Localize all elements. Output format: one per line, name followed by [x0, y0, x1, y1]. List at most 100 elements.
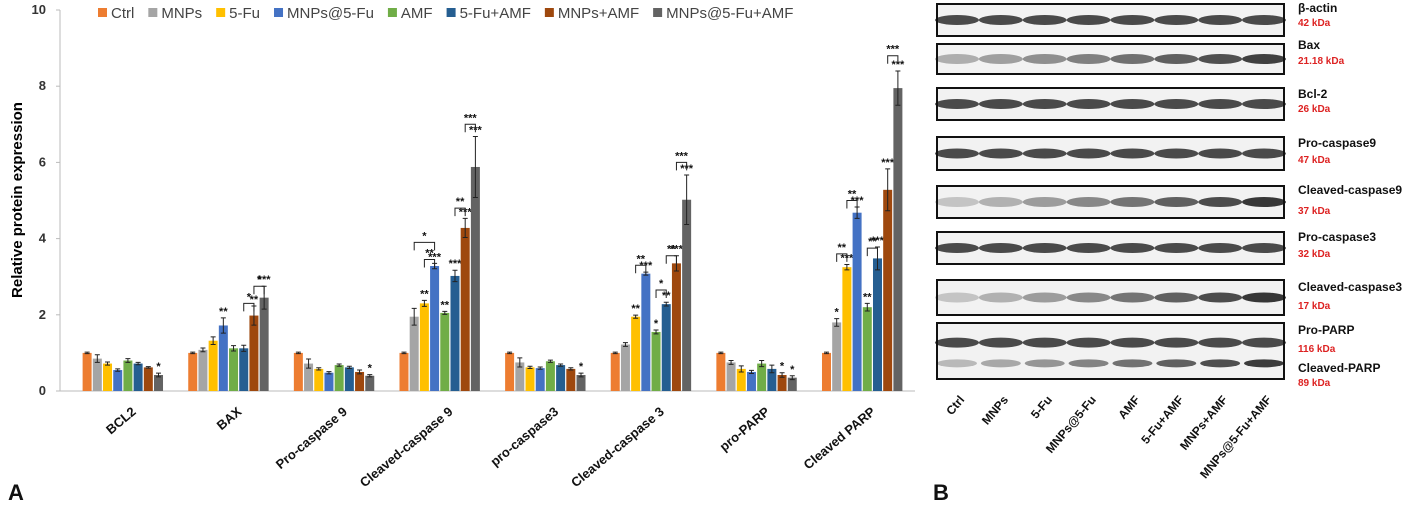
y-tick-label: 6 — [39, 154, 46, 169]
x-tick-label: Pro-caspase 9 — [273, 404, 350, 472]
significance-label: *** — [428, 251, 442, 263]
blot-band — [935, 243, 979, 253]
x-tick-label: pro-PARP — [717, 404, 773, 455]
error-bar — [401, 351, 407, 355]
blot-band — [1066, 197, 1111, 207]
bar — [746, 371, 756, 391]
blot-band — [1066, 99, 1111, 109]
blot-band — [935, 99, 979, 109]
error-bar — [145, 366, 151, 369]
bracket-label: * — [659, 278, 664, 290]
legend-swatch — [544, 8, 554, 17]
band-size: 116 kDa — [1298, 344, 1336, 355]
bar — [767, 368, 777, 391]
significance-label: ** — [441, 299, 450, 311]
legend-swatch — [98, 8, 107, 17]
significance-bracket — [423, 259, 436, 268]
blot-band — [1110, 337, 1155, 348]
blot-band — [1242, 54, 1286, 64]
blot-band — [978, 197, 1023, 207]
blot-band — [1154, 148, 1199, 159]
y-tick-label: 4 — [39, 231, 47, 246]
significance-bracket — [836, 253, 848, 262]
blot-band — [935, 337, 979, 348]
band-label: Cleaved-PARP — [1298, 361, 1380, 375]
bar — [716, 352, 726, 391]
blot-band — [935, 148, 979, 159]
blot-band — [935, 54, 979, 64]
error-bar — [527, 365, 533, 370]
band-label: Cleaved-caspase9 — [1298, 183, 1402, 197]
bracket-label: ** — [456, 196, 465, 208]
error-bar — [728, 360, 734, 365]
lane-label: 5-Fu — [1028, 393, 1055, 421]
significance-label: *** — [449, 258, 463, 270]
bar — [460, 227, 470, 391]
blot-band — [1244, 359, 1284, 368]
panel-label: B — [933, 480, 949, 505]
bar — [515, 362, 525, 391]
blot-band — [1022, 99, 1067, 109]
significance-label: * — [780, 361, 785, 373]
bar — [314, 368, 324, 391]
significance-label: *** — [258, 274, 272, 286]
bar — [566, 368, 576, 391]
error-bar — [105, 361, 111, 366]
bar — [832, 322, 842, 391]
blot-band — [1154, 54, 1199, 64]
error-bar — [547, 359, 553, 363]
blot-band — [937, 359, 977, 368]
error-bar — [568, 367, 574, 371]
error-bar — [558, 363, 564, 367]
bar — [409, 316, 419, 391]
band-size: 21.18 kDa — [1298, 56, 1345, 67]
error-bar — [779, 372, 785, 378]
error-bar — [507, 351, 513, 355]
blot-band — [1242, 337, 1286, 348]
blot-band — [978, 148, 1023, 159]
blot-band — [1154, 197, 1199, 207]
bracket-label: ** — [667, 244, 676, 256]
blot-band — [1198, 292, 1243, 303]
error-bar — [125, 358, 131, 363]
x-tick-label: Cleaved-caspase 3 — [568, 404, 667, 490]
blot-band — [1242, 243, 1286, 253]
significance-bracket — [665, 255, 677, 264]
legend-swatch — [274, 8, 284, 17]
blot-band — [1154, 15, 1199, 25]
bracket-label: ** — [838, 242, 847, 254]
significance-label: ** — [631, 303, 640, 315]
blot-band — [980, 359, 1021, 368]
blot-band — [1156, 359, 1197, 368]
blot-band — [978, 337, 1023, 348]
band-size: 47 kDa — [1298, 155, 1331, 166]
blot-band — [978, 292, 1023, 303]
bar — [143, 367, 153, 391]
bar — [154, 374, 164, 391]
bar — [787, 377, 797, 391]
bar — [620, 344, 630, 391]
band-size: 37 kDa — [1298, 206, 1331, 217]
blot-band — [1198, 337, 1243, 348]
significance-label: * — [579, 361, 584, 373]
bar — [324, 372, 334, 391]
blot-band — [1022, 54, 1067, 64]
error-bar — [231, 345, 237, 352]
blot-band — [1198, 148, 1243, 159]
significance-bracket — [635, 264, 647, 274]
blot-band — [1154, 99, 1199, 109]
bar — [757, 363, 767, 391]
legend-swatch — [216, 8, 226, 17]
bar — [229, 348, 239, 391]
error-bar — [789, 375, 795, 381]
significance-label: * — [790, 364, 795, 376]
band-label: Pro-caspase3 — [1298, 230, 1376, 244]
bar — [842, 267, 852, 391]
error-bar — [295, 351, 301, 355]
blot-band — [1066, 292, 1111, 303]
blot-band — [1022, 243, 1067, 253]
bar — [419, 303, 429, 391]
lane-label: Ctrl — [943, 393, 967, 418]
bar — [334, 365, 344, 391]
